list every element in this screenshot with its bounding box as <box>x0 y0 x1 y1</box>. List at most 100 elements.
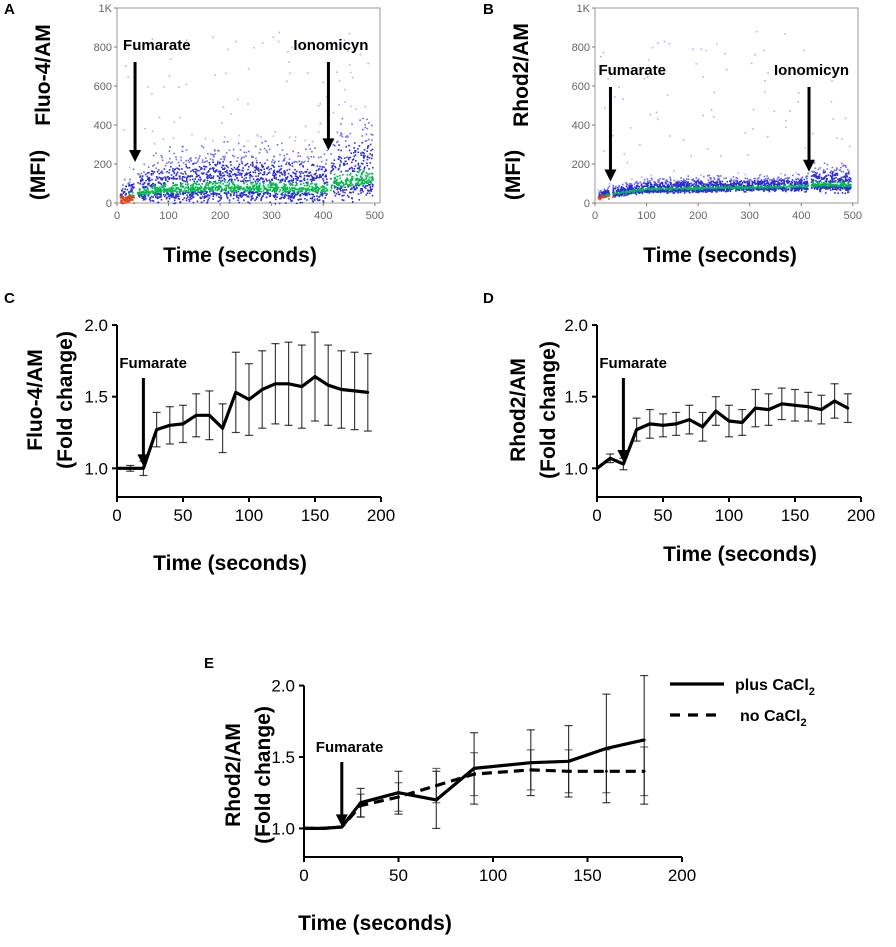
density-point-A <box>360 179 363 181</box>
plot-frame-B <box>594 7 859 204</box>
density-point-B <box>847 182 849 184</box>
density-point-A <box>176 183 178 186</box>
density-point-A <box>286 188 288 191</box>
density-point-A <box>276 171 279 174</box>
density-point-A <box>278 181 281 184</box>
density-point-B <box>674 188 677 190</box>
density-point-B <box>708 174 711 177</box>
density-point-A <box>250 199 252 201</box>
density-point-B <box>804 185 806 188</box>
density-point-A <box>175 193 177 196</box>
density-point-A <box>205 184 207 187</box>
density-point-A <box>306 72 309 74</box>
density-point-B <box>832 188 834 191</box>
density-point-A <box>130 187 133 190</box>
density-point-B <box>774 190 776 192</box>
density-point-A <box>141 175 144 177</box>
density-point-A <box>267 189 269 191</box>
density-point-B <box>842 170 845 173</box>
density-point-A <box>208 188 210 191</box>
density-point-B <box>674 189 676 192</box>
density-point-B <box>840 137 843 140</box>
density-point-A <box>235 194 238 196</box>
density-point-B <box>824 180 827 182</box>
density-point-B <box>622 98 624 100</box>
density-point-B <box>704 191 707 193</box>
density-point-A <box>143 163 146 166</box>
density-point-A <box>173 152 175 155</box>
density-point-A <box>260 136 262 138</box>
density-point-B <box>683 187 685 189</box>
density-point-A <box>170 195 173 198</box>
density-point-B <box>721 183 724 186</box>
density-point-A <box>363 152 366 155</box>
density-point-A <box>258 173 260 175</box>
density-point-A <box>188 161 191 163</box>
density-point-B <box>746 183 749 185</box>
density-point-B <box>630 188 632 191</box>
density-point-A <box>323 186 325 188</box>
density-point-A <box>248 186 250 189</box>
density-point-B <box>725 187 728 190</box>
density-point-B <box>840 176 843 179</box>
density-point-A <box>147 184 149 186</box>
density-point-A <box>361 173 363 176</box>
density-point-A <box>152 154 155 157</box>
density-point-A <box>311 198 314 200</box>
density-point-A <box>312 189 315 191</box>
density-point-A <box>204 195 206 197</box>
density-point-B <box>678 188 680 190</box>
density-point-A <box>282 160 285 162</box>
density-point-B <box>649 113 652 116</box>
density-point-A <box>265 188 268 190</box>
density-point-A <box>214 150 216 152</box>
density-point-A <box>127 183 130 185</box>
density-point-B <box>846 188 848 190</box>
density-point-A <box>361 177 364 179</box>
density-point-A <box>363 157 365 159</box>
density-point-B <box>764 183 766 186</box>
density-point-A <box>347 170 349 172</box>
density-point-B <box>806 182 809 184</box>
density-point-A <box>292 177 295 180</box>
density-point-A <box>158 190 160 193</box>
density-point-B <box>743 190 745 193</box>
density-point-B <box>626 190 629 193</box>
density-point-A <box>190 186 192 189</box>
density-point-A <box>355 179 357 182</box>
density-point-A <box>222 161 224 163</box>
density-point-A <box>257 135 259 137</box>
density-point-B <box>715 186 718 188</box>
density-point-A <box>278 169 280 172</box>
density-point-A <box>269 183 272 186</box>
density-point-A <box>298 171 301 173</box>
density-point-B <box>831 80 833 82</box>
density-point-B <box>828 184 831 186</box>
density-point-A <box>369 143 372 146</box>
density-point-B <box>635 187 637 190</box>
density-point-B <box>805 177 808 180</box>
density-point-B <box>638 188 641 190</box>
density-point-B <box>796 183 799 185</box>
density-point-B <box>820 178 823 180</box>
density-point-A <box>312 186 315 189</box>
density-point-B <box>744 187 747 190</box>
density-point-A <box>229 175 231 177</box>
density-point-B <box>811 187 813 189</box>
density-point-A <box>176 173 178 175</box>
density-point-A <box>188 191 191 193</box>
density-point-A <box>174 168 177 170</box>
density-point-A <box>238 186 241 189</box>
density-point-A <box>360 152 362 154</box>
density-point-B <box>739 183 741 185</box>
x-tick-label-A: 100 <box>159 210 177 222</box>
density-point-B <box>828 186 831 188</box>
density-point-A <box>350 184 352 187</box>
density-point-A <box>251 191 254 193</box>
density-point-A <box>120 195 123 198</box>
density-point-A <box>296 182 298 185</box>
density-point-A <box>178 86 180 88</box>
density-point-A <box>336 188 338 191</box>
density-point-A <box>121 189 123 191</box>
density-point-A <box>201 195 204 198</box>
